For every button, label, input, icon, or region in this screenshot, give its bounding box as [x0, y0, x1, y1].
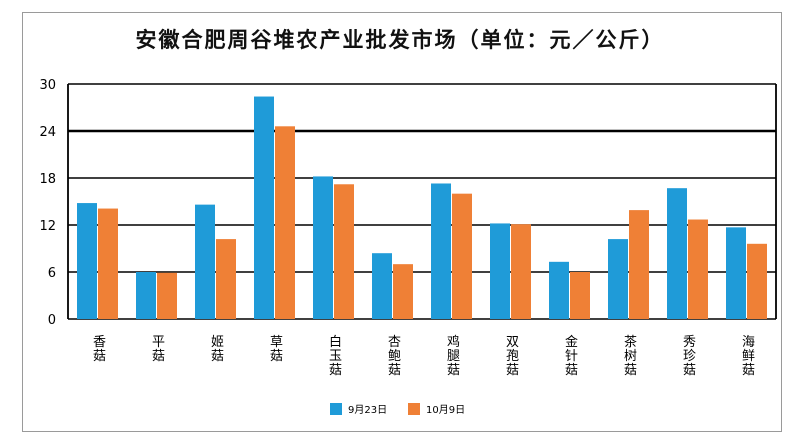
x-tick-label: 双孢菇	[506, 335, 519, 378]
bar	[254, 96, 274, 320]
legend-swatch	[408, 403, 420, 415]
legend-swatch	[330, 403, 342, 415]
y-tick-label: 24	[39, 125, 56, 140]
bar	[688, 219, 708, 319]
x-tick-label: 香菇	[93, 335, 106, 364]
x-tick-label: 草菇	[270, 335, 283, 364]
bar	[629, 210, 649, 319]
bar	[313, 176, 333, 319]
bar	[334, 184, 354, 319]
x-tick-label: 金针菇	[565, 334, 578, 378]
y-tick-label: 6	[48, 266, 56, 281]
bar	[452, 193, 472, 319]
bar	[393, 264, 413, 319]
bar	[747, 243, 767, 319]
x-tick-label: 茶树菇	[624, 334, 637, 378]
y-tick-label: 18	[39, 172, 56, 187]
bar	[608, 239, 628, 319]
bar	[511, 224, 531, 319]
bar	[195, 204, 215, 319]
bar	[490, 223, 510, 319]
bar	[77, 203, 97, 319]
x-tick-label: 平菇	[152, 335, 165, 364]
chart-title: 安徽合肥周谷堆农产业批发市场（单位：元／公斤）	[135, 28, 665, 52]
bar	[372, 253, 392, 319]
bar	[275, 126, 295, 319]
x-tick-label: 白玉菇	[329, 334, 342, 378]
bar	[726, 227, 746, 319]
x-tick-label: 姬菇	[211, 335, 224, 364]
bar	[431, 183, 451, 319]
chart-frame	[22, 12, 782, 432]
legend-label: 9月23日	[348, 404, 387, 416]
bar	[98, 208, 118, 319]
bar	[136, 272, 156, 319]
bar	[216, 239, 236, 319]
x-tick-label: 海鲜菇	[742, 335, 755, 378]
y-tick-label: 12	[39, 219, 56, 234]
bar	[667, 188, 687, 319]
x-tick-label: 杏鲍菇	[388, 335, 401, 378]
legend-label: 10月9日	[426, 404, 465, 416]
y-tick-label: 0	[48, 313, 56, 328]
bar	[549, 261, 569, 319]
y-tick-label: 30	[39, 78, 56, 93]
bar	[157, 272, 177, 319]
bar	[570, 272, 590, 319]
x-tick-label: 秀珍菇	[683, 335, 696, 378]
x-tick-label: 鸡腿菇	[447, 334, 460, 378]
